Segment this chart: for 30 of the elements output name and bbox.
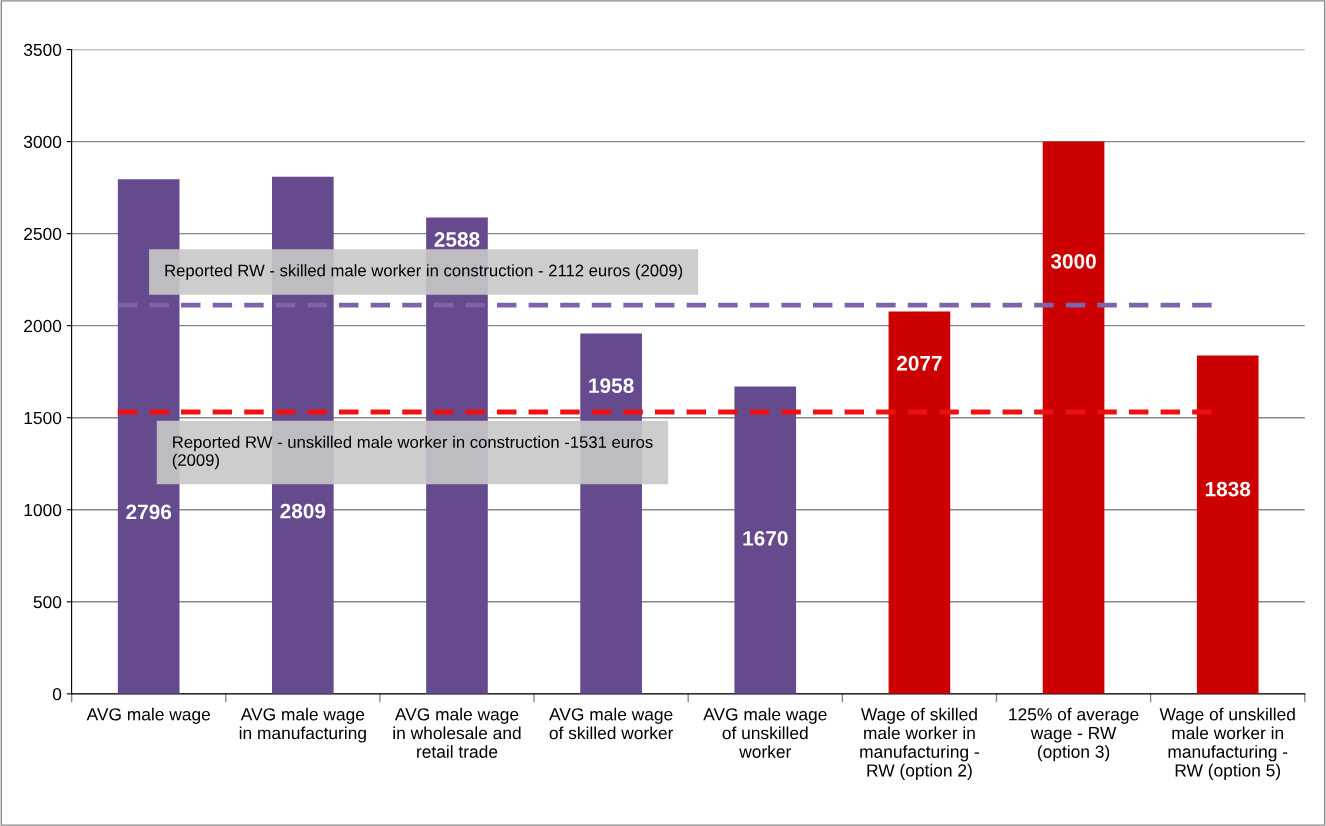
- x-tick-label: AVG male wage: [86, 707, 210, 724]
- y-tick-label: 2000: [24, 319, 62, 333]
- x-tick-label: 125% of average wage - RW (option 3): [1009, 707, 1139, 762]
- x-tick-label: AVG male wage in manufacturing: [239, 707, 366, 743]
- data-label: 2077: [896, 355, 942, 371]
- bar: [888, 311, 951, 694]
- data-label: 3000: [1050, 253, 1096, 269]
- data-label: 1838: [1205, 481, 1251, 497]
- data-label: 2796: [126, 504, 172, 520]
- bar: [734, 386, 797, 694]
- y-tick-label: 2500: [24, 227, 62, 241]
- x-tick-label: AVG male wage in wholesale and retail trade: [393, 707, 521, 758]
- y-tick-label: 1000: [24, 503, 62, 517]
- x-tick-label: AVG male wage of skilled worker: [549, 707, 674, 740]
- x-tick-label: AVG male wage of unskilled worker: [703, 707, 827, 758]
- ref-line-label: Reported RW - skilled male worker in construction - 2112 euros (2009): [165, 264, 683, 280]
- data-label: 2809: [280, 503, 326, 519]
- data-label: 2588: [434, 232, 480, 247]
- data-label: 1670: [743, 530, 788, 546]
- ref-line-label: Reported RW - unskilled male worker in construction -1531 euros (2009): [172, 435, 653, 470]
- y-tick-label: 3000: [23, 135, 62, 149]
- data-label: 1958: [589, 378, 634, 394]
- y-tick-label: 3500: [23, 43, 62, 57]
- bar: [1196, 355, 1259, 694]
- bar: [1042, 141, 1105, 694]
- x-tick-label: Wage of unskilled male worker in manufacturing - RW (option 5): [1159, 707, 1295, 781]
- y-tick-label: 500: [33, 595, 62, 609]
- x-tick-label: Wage of skilled male worker in manufacturing - RW (option 2): [860, 707, 979, 781]
- y-tick-label: 0: [52, 688, 62, 701]
- y-tick-label: 1500: [24, 411, 62, 425]
